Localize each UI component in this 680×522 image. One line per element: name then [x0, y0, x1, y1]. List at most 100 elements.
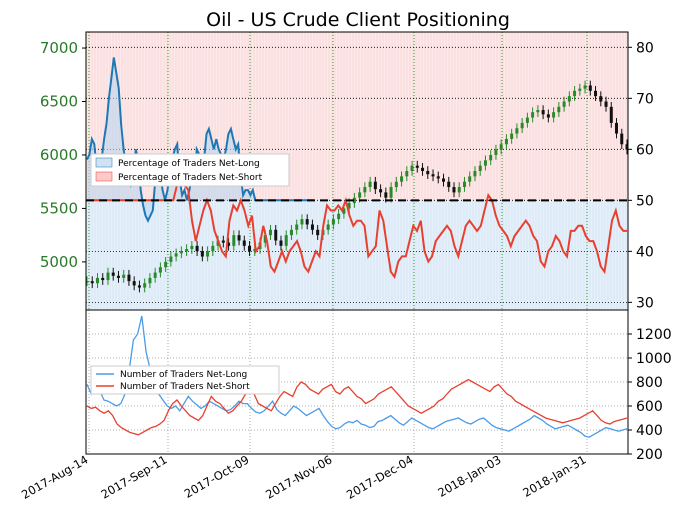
legend-label-traders-long: Number of Traders Net-Long — [120, 370, 247, 380]
price-candle — [462, 181, 466, 188]
price-candle — [274, 229, 278, 241]
price-candle — [227, 242, 231, 246]
price-candle — [85, 281, 89, 283]
price-candle — [499, 144, 503, 150]
price-candle — [457, 187, 461, 193]
price-candle — [106, 272, 110, 281]
price-candle — [164, 261, 168, 268]
price-candle — [394, 181, 398, 188]
percentage-tick-label: 40 — [636, 244, 654, 260]
bottom-legend-box — [90, 365, 280, 395]
price-candle — [237, 235, 241, 241]
price-candle — [515, 128, 519, 134]
price-candle — [190, 245, 194, 250]
price-candle — [101, 277, 105, 281]
price-candle — [158, 267, 162, 273]
price-candle — [531, 112, 535, 118]
percentage-tick-label: 60 — [636, 142, 654, 158]
price-candle — [625, 144, 629, 150]
legend-label-traders-short: Number of Traders Net-Short — [120, 382, 250, 392]
price-candle — [111, 272, 115, 276]
price-candle — [127, 274, 131, 282]
bottom-legend: Number of Traders Net-Long Number of Tra… — [90, 365, 280, 395]
price-candle — [316, 229, 320, 236]
traders-net-short-line — [86, 378, 628, 436]
top-legend: Percentage of Traders Net-Long Percentag… — [90, 153, 290, 187]
legend-label-net-long: Percentage of Traders Net-Long — [118, 159, 260, 169]
percentage-tick-label: 70 — [636, 91, 654, 107]
price-candle — [609, 106, 613, 123]
price-candle — [263, 235, 267, 243]
price-candle — [268, 229, 272, 236]
price-candle — [137, 285, 141, 288]
price-candle — [179, 251, 183, 254]
top-panel: 5000 5500 6000 6500 7000 30 40 50 60 70 80 Percen… — [40, 31, 654, 311]
price-candle — [132, 281, 136, 286]
price-candle — [279, 240, 283, 246]
price-candle — [541, 110, 545, 115]
price-candle — [331, 219, 335, 225]
price-candle — [504, 138, 508, 145]
traders-tick-label: 200 — [636, 447, 663, 463]
price-tick-label: 7000 — [40, 39, 78, 57]
price-candle — [379, 189, 383, 193]
price-candle — [347, 203, 351, 209]
price-candle — [604, 101, 608, 107]
price-candle — [373, 181, 377, 190]
price-candle — [153, 272, 157, 278]
price-candle — [567, 96, 571, 102]
percentage-tick-label: 30 — [636, 295, 654, 311]
price-candle — [232, 235, 236, 246]
price-candle — [405, 171, 409, 177]
price-candle — [620, 133, 624, 145]
price-candle — [310, 224, 314, 230]
chart-title: Oil - US Crude Client Positioning — [206, 9, 510, 31]
price-candle — [431, 174, 435, 177]
price-candle — [599, 96, 603, 102]
net-long-area — [87, 57, 314, 221]
price-candle — [421, 167, 425, 171]
price-candle — [326, 224, 330, 230]
price-candle — [489, 154, 493, 161]
traders-tick-label: 600 — [636, 399, 663, 415]
price-candle — [525, 117, 529, 123]
price-candle — [583, 85, 587, 89]
price-candle — [452, 187, 456, 193]
traders-tick-label: 1000 — [636, 351, 672, 367]
price-candle — [483, 160, 487, 166]
price-candle — [546, 114, 550, 118]
price-candle — [300, 219, 304, 225]
price-candle — [289, 229, 293, 236]
price-tick-label: 5000 — [40, 253, 78, 271]
price-candle — [384, 192, 388, 198]
price-candle — [552, 112, 556, 118]
traders-tick-label: 400 — [636, 423, 663, 439]
price-candle — [195, 245, 199, 252]
price-candle — [122, 274, 126, 278]
price-candle — [169, 256, 173, 262]
price-candle — [562, 101, 566, 107]
price-candle — [221, 240, 225, 243]
price-candle — [520, 122, 524, 129]
price-candle — [248, 245, 252, 252]
traders-axis-ticks: 200 400 600 800 1000 1200 — [628, 327, 672, 463]
price-candle — [410, 165, 414, 171]
price-candle — [400, 176, 404, 182]
price-tick-label: 5500 — [40, 199, 78, 217]
legend-label-net-short: Percentage of Traders Net-Short — [118, 173, 263, 183]
price-candle — [284, 235, 288, 246]
price-candle — [206, 251, 210, 257]
percentage-tick-label: 50 — [636, 193, 654, 209]
price-candles — [85, 80, 629, 293]
price-candle — [295, 224, 299, 230]
price-tick-label: 6500 — [40, 93, 78, 111]
price-candle — [148, 277, 152, 284]
price-candle — [358, 192, 362, 198]
legend-swatch-net-short — [95, 171, 113, 182]
price-candle — [211, 245, 215, 252]
price-candle — [185, 249, 189, 252]
price-candle — [368, 181, 372, 188]
price-candle — [442, 178, 446, 182]
price-candle — [615, 122, 619, 134]
